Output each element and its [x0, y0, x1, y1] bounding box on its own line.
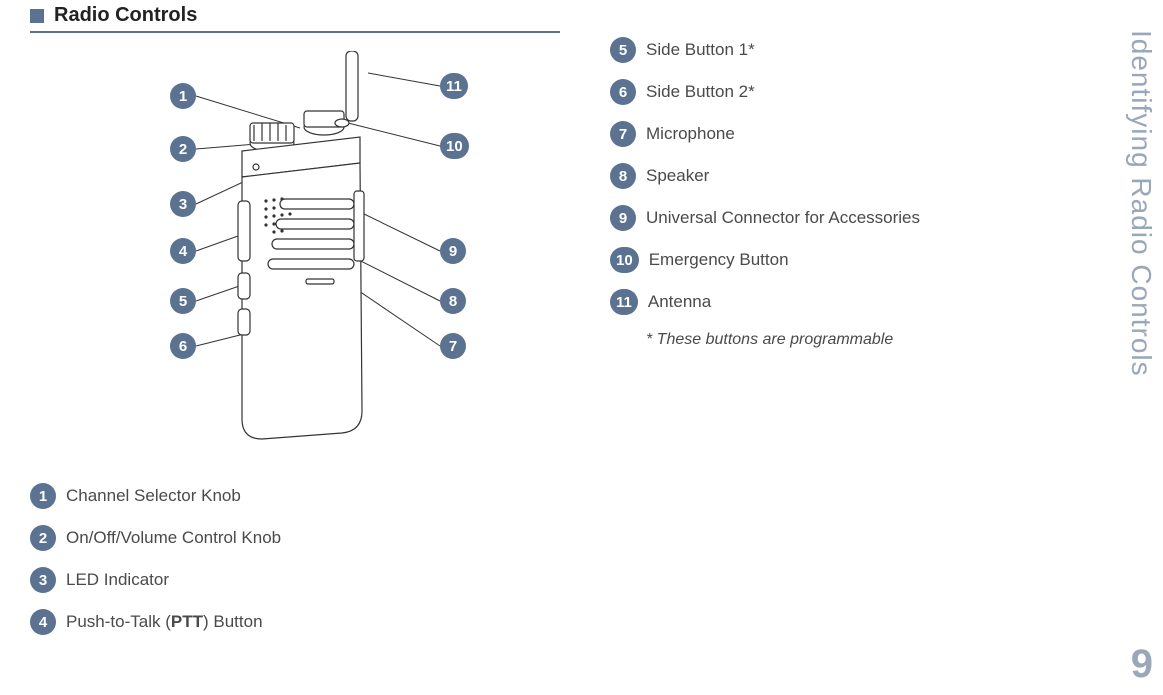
legend-left: 1 Channel Selector Knob 2 On/Off/Volume Con…	[30, 483, 590, 635]
legend-item: 6 Side Button 2*	[610, 79, 1123, 105]
badge-number: 8	[440, 288, 466, 314]
legend-item: 2 On/Off/Volume Control Knob	[30, 525, 590, 551]
legend-item: 7 Microphone	[610, 121, 1123, 147]
badge-number: 9	[440, 238, 466, 264]
legend-item: 10 Emergency Button	[610, 247, 1123, 273]
legend-text: Emergency Button	[649, 250, 789, 270]
columns: 1 2 3 4 5 6 7 8 9 10 11 1 Channel Selector Knob 2 On/…	[30, 33, 1123, 651]
badge-number: 1	[170, 83, 196, 109]
callout-badge-5: 5	[170, 288, 196, 314]
legend-text: Channel Selector Knob	[66, 486, 241, 506]
badge-number: 4	[30, 609, 56, 635]
badge-number: 10	[440, 133, 469, 159]
callout-badge-1: 1	[170, 83, 196, 109]
page-root: Radio Controls	[0, 0, 1163, 695]
badge-number: 9	[610, 205, 636, 231]
callout-badge-2: 2	[170, 136, 196, 162]
footnote: * These buttons are programmable	[646, 331, 1123, 349]
legend-text: Push-to-Talk (PTT) Button	[66, 612, 263, 632]
callout-badge-8: 8	[440, 288, 466, 314]
legend-text: Speaker	[646, 166, 709, 186]
badge-number: 11	[440, 73, 468, 99]
legend-item: 3 LED Indicator	[30, 567, 590, 593]
legend-text: Universal Connector for Accessories	[646, 208, 920, 228]
right-column: 5 Side Button 1* 6 Side Button 2* 7 Microphon…	[590, 33, 1123, 651]
legend-text: Microphone	[646, 124, 735, 144]
badge-number: 6	[610, 79, 636, 105]
callout-badge-4: 4	[170, 238, 196, 264]
heading-bullet-icon	[30, 9, 44, 23]
radio-illustration	[220, 51, 380, 441]
badge-number: 3	[30, 567, 56, 593]
badge-number: 6	[170, 333, 196, 359]
legend-item: 9 Universal Connector for Accessories	[610, 205, 1123, 231]
badge-number: 5	[170, 288, 196, 314]
callout-badge-3: 3	[170, 191, 196, 217]
badge-number: 4	[170, 238, 196, 264]
legend-text: Side Button 2*	[646, 82, 755, 102]
legend-item: 5 Side Button 1*	[610, 37, 1123, 63]
legend-item: 11 Antenna	[610, 289, 1123, 315]
callout-badge-11: 11	[440, 73, 468, 99]
legend-right: 5 Side Button 1* 6 Side Button 2* 7 Microphon…	[610, 37, 1123, 315]
badge-number: 11	[610, 289, 638, 315]
badge-number: 1	[30, 483, 56, 509]
badge-number: 7	[440, 333, 466, 359]
page-number: 9	[1131, 642, 1153, 687]
badge-number: 3	[170, 191, 196, 217]
badge-number: 5	[610, 37, 636, 63]
callout-badge-10: 10	[440, 133, 469, 159]
badge-number: 2	[170, 136, 196, 162]
left-column: 1 2 3 4 5 6 7 8 9 10 11 1 Channel Selector Knob 2 On/…	[30, 33, 590, 651]
legend-text: LED Indicator	[66, 570, 169, 590]
section-heading-row: Radio Controls	[30, 0, 1123, 27]
legend-item: 1 Channel Selector Knob	[30, 483, 590, 509]
callout-badge-7: 7	[440, 333, 466, 359]
badge-number: 8	[610, 163, 636, 189]
badge-number: 7	[610, 121, 636, 147]
legend-text: Side Button 1*	[646, 40, 755, 60]
section-heading: Radio Controls	[54, 4, 197, 27]
badge-number: 2	[30, 525, 56, 551]
radio-diagram: 1 2 3 4 5 6 7 8 9 10 11	[70, 43, 570, 453]
legend-item: 4 Push-to-Talk (PTT) Button	[30, 609, 590, 635]
legend-text: On/Off/Volume Control Knob	[66, 528, 281, 548]
badge-number: 10	[610, 247, 639, 273]
side-tab-title: Identifying Radio Controls	[1125, 30, 1157, 377]
legend-item: 8 Speaker	[610, 163, 1123, 189]
callout-badge-9: 9	[440, 238, 466, 264]
callout-badge-6: 6	[170, 333, 196, 359]
legend-text: Antenna	[648, 292, 711, 312]
